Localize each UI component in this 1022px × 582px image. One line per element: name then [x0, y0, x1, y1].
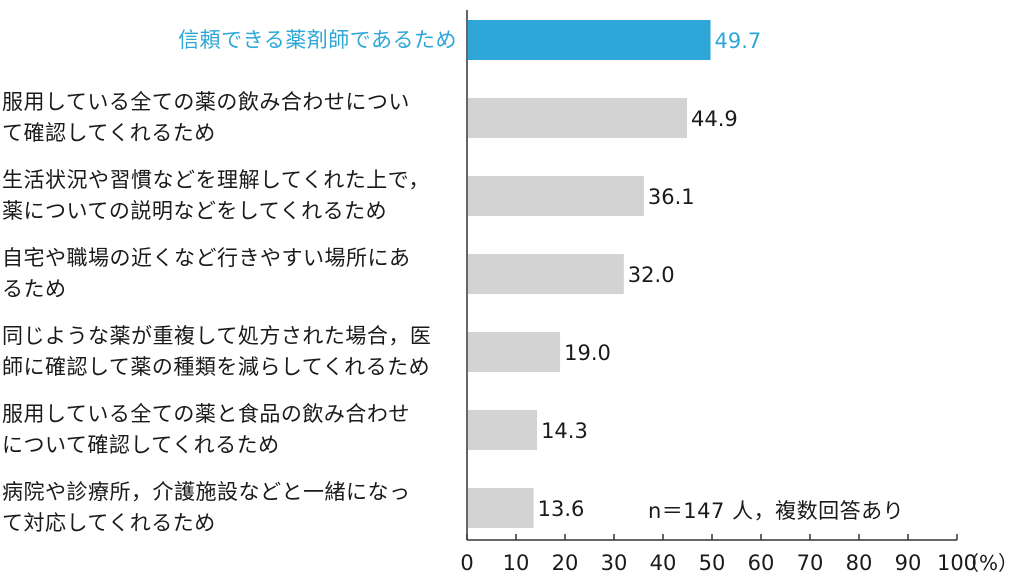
bar — [468, 488, 534, 528]
x-tick-label: 0 — [460, 551, 473, 575]
bar — [468, 254, 624, 294]
bar — [468, 98, 688, 138]
bar — [468, 20, 711, 60]
x-tick-label: 50 — [699, 551, 726, 575]
x-tick-label: 100 — [937, 551, 977, 575]
bar — [468, 332, 561, 372]
value-label: 44.9 — [691, 107, 738, 131]
value-label: 49.7 — [715, 29, 762, 53]
x-tick-label: 80 — [846, 551, 873, 575]
category-label: 病院や診療所，介護施設などと一緒になっ て対応してくれるため — [2, 480, 411, 535]
x-unit-label: （%） — [959, 551, 1018, 575]
category-label: 信頼できる薬剤師であるため — [178, 27, 457, 52]
x-tick-label: 20 — [552, 551, 579, 575]
category-label: 服用している全ての薬と食品の飲み合わせ について確認してくれるため — [2, 402, 410, 457]
value-label: 32.0 — [628, 263, 675, 287]
bar — [468, 176, 644, 216]
category-label: 服用している全ての薬の飲み合わせについ て確認してくれるため — [2, 90, 410, 145]
category-label: 同じような薬が重複して処方された場合，医 師に確認して薬の種類を減らしてくれるた… — [2, 324, 432, 379]
category-label: 自宅や職場の近くなど行きやすい場所にあ るため — [2, 246, 411, 301]
category-label: 生活状況や習慣などを理解してくれた上で， 薬についての説明などをしてくれるため — [2, 168, 430, 223]
value-label: 19.0 — [564, 341, 611, 365]
x-tick-label: 10 — [503, 551, 530, 575]
bar — [468, 410, 538, 450]
value-label: 14.3 — [541, 419, 588, 443]
value-label: 36.1 — [648, 185, 695, 209]
x-tick-label: 30 — [601, 551, 628, 575]
x-tick-label: 60 — [748, 551, 775, 575]
sample-note: n＝147 人，複数回答あり — [648, 499, 905, 523]
x-tick-label: 90 — [895, 551, 922, 575]
x-tick-label: 70 — [797, 551, 824, 575]
x-tick-label: 40 — [650, 551, 677, 575]
value-label: 13.6 — [538, 497, 585, 521]
